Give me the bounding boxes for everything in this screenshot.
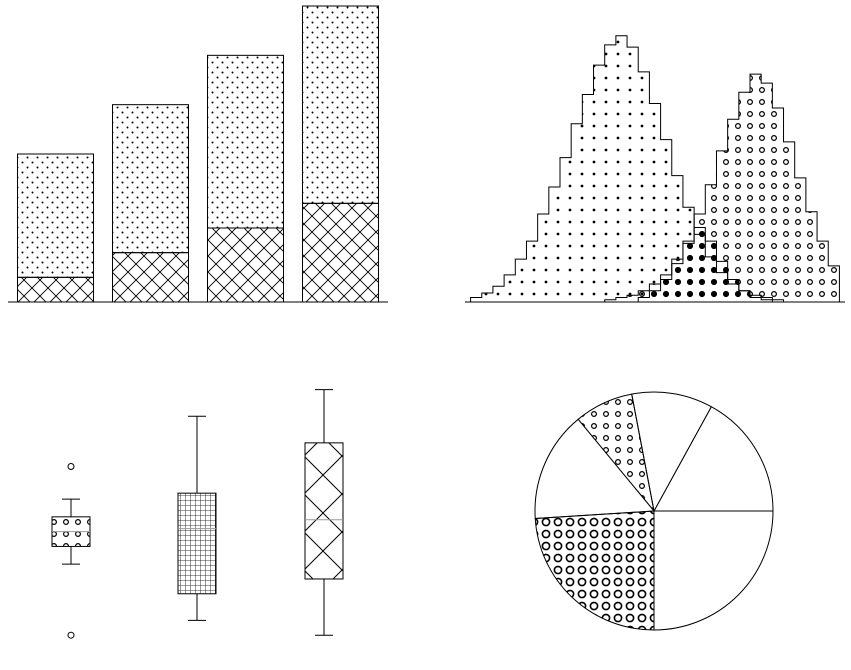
bar-2-segment-1 <box>112 252 189 303</box>
box-plot-chart <box>51 389 344 639</box>
step-histogram-chart <box>465 35 845 303</box>
pie-slice-5 <box>534 510 655 631</box>
bar-4-segment-1 <box>302 202 379 303</box>
bar-1-segment-2 <box>17 153 94 278</box>
box-3-body <box>304 442 344 580</box>
bar-3-segment-2 <box>207 54 284 229</box>
pie-slice-2 <box>631 391 712 512</box>
bar-1-segment-1 <box>17 276 94 303</box>
pie-slice-4 <box>534 418 655 519</box>
box-1-outlier-2 <box>67 463 75 471</box>
pie-slice-6 <box>653 510 774 631</box>
pie-slice-1 <box>653 406 774 512</box>
box-2-body <box>177 492 217 595</box>
pie-chart <box>534 391 774 631</box>
bar-4-segment-2 <box>302 5 379 204</box>
bar-3-segment-1 <box>207 227 284 303</box>
bar-2-segment-2 <box>112 104 189 254</box>
stacked-bar-chart <box>8 5 388 303</box>
box-1-outlier-1 <box>67 631 75 639</box>
